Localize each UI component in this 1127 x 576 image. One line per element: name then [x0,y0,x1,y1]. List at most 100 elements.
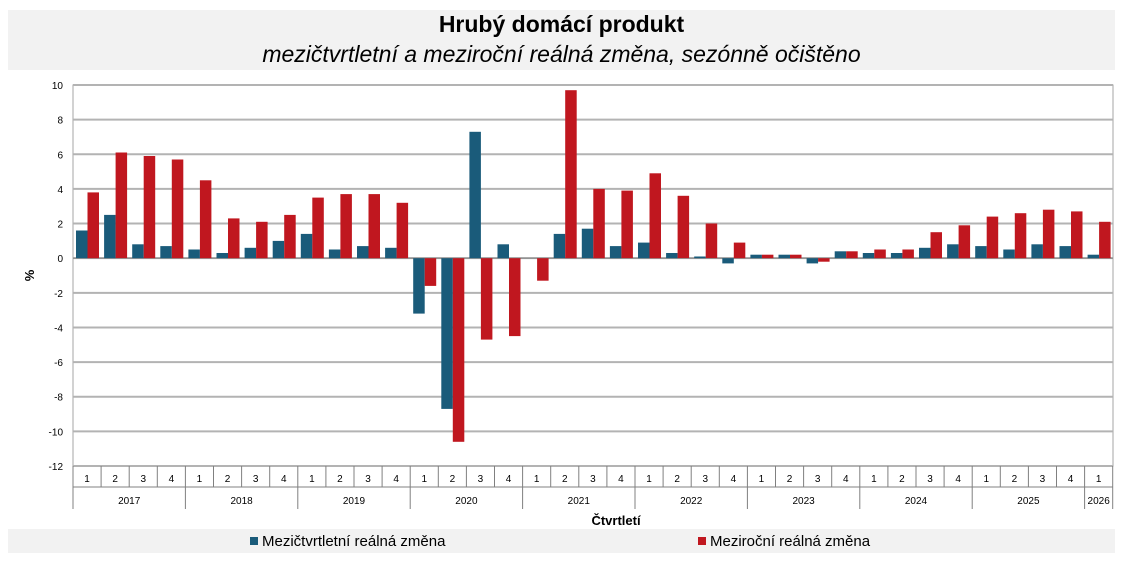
bar-qoq [385,247,397,259]
bar-qoq [328,249,341,259]
x-tick-label: 4 [506,474,512,485]
bar-qoq [104,214,116,259]
bar-yoy [649,173,661,259]
y-tick-label: -12 [49,462,64,473]
x-tick-label: 1 [1096,474,1102,485]
bar-yoy [790,254,802,259]
year-label: 2018 [230,496,253,507]
x-tick-label: 4 [169,474,175,485]
x-tick-label: 3 [365,474,371,485]
bar-yoy [228,218,240,259]
x-tick-label: 4 [955,474,961,485]
bar-qoq [919,247,931,259]
bar-qoq [160,246,172,259]
bar-qoq [778,254,790,259]
bar-yoy [424,258,437,286]
x-tick-label: 4 [618,474,624,485]
bar-qoq [413,258,425,314]
bar-qoq [1087,254,1100,259]
chart-title-box: Hrubý domácí produkt mezičtvrtletní a me… [8,10,1115,70]
x-tick-label: 2 [337,474,343,485]
bar-yoy [593,188,605,259]
bar-qoq [1031,244,1043,259]
year-label: 2023 [792,496,815,507]
bar-qoq [441,258,453,409]
bar-yoy [874,249,886,259]
y-tick-label: -8 [54,393,63,404]
bar-qoq [1003,249,1015,259]
legend-label-qoq: Mezičtvrtletní reálná změna [262,533,446,550]
x-tick-label: 4 [281,474,287,485]
bar-qoq [497,244,509,259]
chart-subtitle: mezičtvrtletní a meziroční reálná změna,… [262,41,861,67]
bar-yoy [705,223,718,259]
bar-yoy [312,197,324,259]
x-tick-label: 3 [253,474,259,485]
legend-item-qoq: Mezičtvrtletní reálná změna [250,533,445,550]
x-tick-label: 4 [393,474,399,485]
bar-qoq [244,247,257,259]
bar-yoy [733,242,746,259]
bar-qoq [272,240,285,259]
x-axis-label: Čtvrtletí [591,513,641,528]
bar-qoq [890,253,903,259]
bar-yoy [621,190,633,259]
x-tick-label: 3 [140,474,146,485]
y-axis-label: % [22,269,37,281]
bar-yoy [509,258,521,337]
x-tick-label: 1 [309,474,315,485]
bar-qoq [862,253,875,259]
x-tick-label: 1 [983,474,989,485]
year-label: 2020 [455,496,478,507]
bar-qoq [609,246,622,259]
bar-qoq [553,233,566,259]
bar-yoy [115,152,128,259]
y-tick-label: 2 [57,220,63,231]
bar-qoq [300,233,313,259]
x-tick-label: 2 [1012,474,1018,485]
x-tick-label: 2 [450,474,456,485]
y-tick-label: 0 [57,254,63,265]
bar-qoq [1059,246,1071,259]
bar-yoy [256,221,268,259]
year-label: 2024 [905,496,928,507]
bar-qoq [132,244,144,259]
chart-title: Hrubý domácí produkt [438,11,685,37]
bar-qoq [581,228,594,259]
legend-swatch-qoq [250,537,258,545]
bar-qoq [694,256,706,259]
x-tick-label: 4 [1068,474,1074,485]
x-tick-label: 3 [815,474,821,485]
x-tick-label: 2 [562,474,568,485]
x-tick-label: 3 [927,474,933,485]
y-tick-label: -4 [54,323,63,334]
bar-yoy [537,258,549,281]
year-label: 2025 [1017,496,1040,507]
year-label: 2021 [568,496,591,507]
bar-yoy [452,258,465,442]
x-tick-label: 1 [421,474,427,485]
bar-yoy [340,194,352,259]
legend-label-yoy: Meziroční reálná změna [710,533,871,550]
x-tick-label: 2 [225,474,231,485]
bar-yoy [396,202,409,259]
bar-qoq [750,254,762,259]
bar-yoy [1071,211,1083,259]
x-tick-label: 1 [646,474,652,485]
bar-qoq [722,258,734,264]
bar-yoy [818,258,830,262]
year-label: 2026 [1088,496,1111,507]
bar-yoy [284,214,296,259]
bar-yoy [171,159,184,259]
x-tick-label: 2 [112,474,118,485]
plot-area [72,84,1114,467]
x-tick-label: 4 [843,474,849,485]
x-tick-label: 1 [84,474,90,485]
y-tick-label: -6 [54,358,63,369]
legend-swatch-yoy [698,537,706,545]
bar-qoq [975,246,987,259]
bar-yoy [958,225,971,259]
bar-qoq [806,258,819,264]
bar-yoy [480,258,493,340]
bar-yoy [1042,209,1055,259]
